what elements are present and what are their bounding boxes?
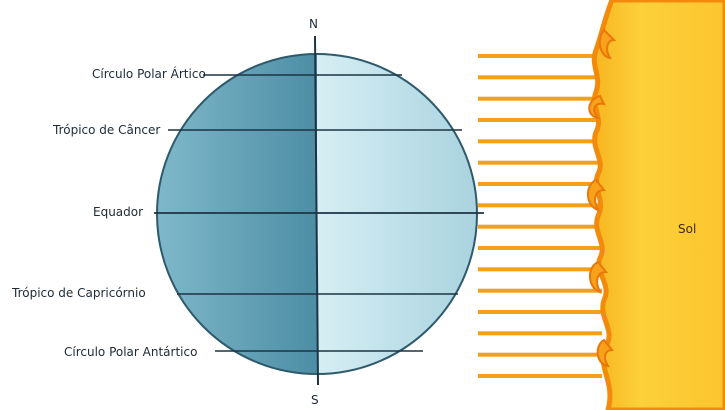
earth-night-side [157,54,317,374]
sun-ray [478,75,602,80]
sun-flare-4 [598,28,617,60]
sun-ray [478,331,602,336]
sun-ray [478,374,602,378]
sun-ray [478,54,602,58]
sun: Sol [587,0,725,410]
sun-flare-2 [587,178,607,212]
sun-flare-5 [596,338,615,368]
arctic-circle-label: Círculo Polar Ártico [92,66,206,81]
sun-ray [478,118,602,122]
sun-ray [478,203,602,208]
sun-ray [478,139,602,144]
sun-flare-3 [589,260,609,294]
sun-ray [478,160,602,165]
sun-rays [478,54,602,378]
sun-ray [478,267,602,272]
sun-ray [478,310,602,314]
equator-label: Equador [93,205,143,219]
sun-ray [478,182,602,186]
sun-ray [478,246,602,250]
antarctic-circle-label: Círculo Polar Antártico [64,345,197,359]
tropic-of-cancer-label: Trópico de Câncer [52,123,160,137]
north-pole-label: N [309,17,318,31]
tropic-of-capricorn-label: Trópico de Capricórnio [11,286,146,300]
sun-ray [478,352,602,357]
south-pole-label: S [311,393,319,407]
earth-axis [314,35,319,386]
sun-body [591,0,725,410]
sun-label: Sol [678,222,696,236]
sun-flare-1 [588,94,606,120]
earth-day-side [317,54,477,374]
sun-ray [478,224,602,229]
sun-ray [478,96,602,101]
sun-ray [478,288,602,293]
